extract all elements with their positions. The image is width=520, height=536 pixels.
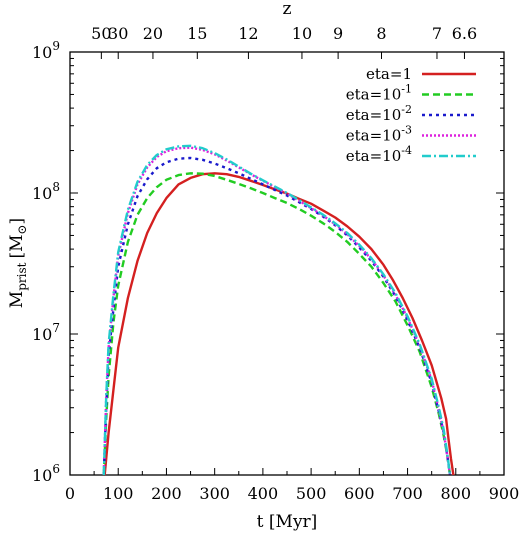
- y-axis-title-unit: [M: [7, 234, 27, 258]
- x-tick-label: 700: [392, 484, 423, 503]
- y-tick-exponent: 8: [52, 180, 60, 194]
- series-line-5: [102, 144, 452, 476]
- y-axis-title-unit-sub: ⊙: [15, 224, 29, 234]
- x-tick-label: 400: [248, 484, 279, 503]
- top-tick-label: 10: [292, 24, 312, 43]
- x-tick-label: 500: [296, 484, 327, 503]
- x-tick-label: 0: [65, 484, 75, 503]
- x-axis-title: t [Myr]: [257, 512, 318, 532]
- legend-label-1: eta=1: [366, 65, 412, 83]
- legend-label-base: eta=10: [346, 147, 402, 165]
- top-tick-label: 50: [91, 24, 111, 43]
- legend-label-base: eta=10: [346, 106, 402, 124]
- top-tick-label: 15: [187, 24, 207, 43]
- legend-label-base: eta=1: [366, 65, 412, 83]
- legend-label-exponent: -2: [401, 103, 412, 116]
- y-axis-title-unit-close: ]: [7, 218, 27, 225]
- y-axis-title-sub: prist: [15, 262, 29, 290]
- x-tick-label: 900: [489, 484, 520, 503]
- legend-label-base: eta=10: [346, 86, 402, 104]
- y-tick-exponent: 7: [52, 321, 60, 335]
- top-tick-label: 12: [238, 24, 258, 43]
- legend-label-3: eta=10-2: [346, 103, 412, 124]
- series-line-4: [102, 146, 452, 476]
- top-axis-title: z: [283, 0, 292, 19]
- top-tick-label: 8: [376, 24, 386, 43]
- y-axis-title-main: M: [7, 291, 27, 308]
- legend-label-4: eta=10-3: [346, 124, 412, 145]
- x-tick-label: 200: [151, 484, 182, 503]
- x-tick-label: 600: [344, 484, 375, 503]
- series-lines: [102, 144, 455, 476]
- y-tick-label: 108: [32, 180, 60, 203]
- top-tick-label: 30: [108, 24, 128, 43]
- top-tick-label: 6.6: [452, 24, 477, 43]
- series-line-1: [103, 172, 455, 476]
- x-tick-label: 300: [199, 484, 230, 503]
- y-tick-exponent: 6: [52, 462, 60, 476]
- legend-label-base: eta=10: [346, 127, 402, 145]
- y-tick-base: 10: [32, 325, 52, 344]
- series-line-2: [102, 172, 452, 476]
- legend-label-exponent: -4: [401, 144, 412, 157]
- y-tick-base: 10: [32, 466, 52, 485]
- y-tick-label: 109: [32, 39, 60, 62]
- y-tick-exponent: 9: [52, 39, 60, 53]
- series-line-3: [102, 156, 452, 476]
- y-tick-label: 107: [32, 321, 60, 344]
- legend-label-2: eta=10-1: [346, 83, 412, 104]
- y-tick-base: 10: [32, 43, 52, 62]
- x-tick-label: 100: [103, 484, 134, 503]
- y-axis-title: Mprist [M⊙]: [7, 218, 29, 308]
- legend-label-exponent: -3: [401, 124, 412, 137]
- bottom-ticks: 0 100 200 300 400 500 600 700 800 900: [65, 468, 519, 503]
- top-tick-label: 20: [143, 24, 163, 43]
- x-tick-label: 800: [441, 484, 472, 503]
- legend-label-5: eta=10-4: [346, 144, 412, 165]
- legend-label-exponent: -1: [401, 83, 412, 96]
- top-tick-label: 7: [432, 24, 442, 43]
- top-tick-label: 9: [333, 24, 343, 43]
- y-tick-base: 10: [32, 184, 52, 203]
- y-tick-label: 106: [32, 462, 60, 485]
